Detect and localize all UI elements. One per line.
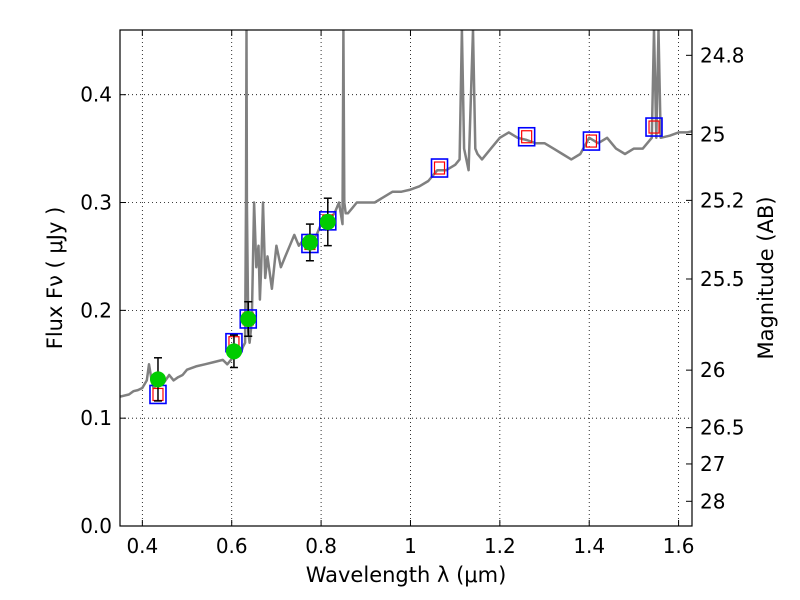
x-tick-label: 0.6 xyxy=(216,534,248,558)
y-tick-label: 0.2 xyxy=(80,298,112,322)
right-tick-label: 28 xyxy=(700,489,725,513)
x-tick-label: 0.4 xyxy=(126,534,158,558)
model-photometry-point xyxy=(645,117,663,137)
x-axis-title: Wavelength λ (μm) xyxy=(306,563,507,587)
right-tick-label: 25.2 xyxy=(700,188,745,212)
right-tick-label: 25 xyxy=(700,123,725,147)
x-tick-label: 1.6 xyxy=(663,534,695,558)
observed-photometry-point xyxy=(240,310,257,327)
observed-photometry-point xyxy=(301,234,318,251)
photometry-layer xyxy=(149,117,663,405)
model-photometry-inner xyxy=(648,120,660,134)
plot-frame xyxy=(119,29,693,527)
model-photometry-point xyxy=(582,131,601,151)
right-tick-label: 24.8 xyxy=(700,43,745,67)
y-tick-label: 0.4 xyxy=(80,83,112,107)
x-tick-label: 0.8 xyxy=(305,534,337,558)
right-tick-label: 26.5 xyxy=(700,416,745,440)
x-tick-label: 1.4 xyxy=(573,534,605,558)
axis-ticks: 0.4 0.6 0.8 1 1.2 1.4 1.6 0.0 0.1 0.2 0.3 0.4 24.8 25… xyxy=(80,30,745,558)
y-axis-title: Flux Fν ( μJy ) xyxy=(43,207,67,350)
right-axis-title: Magnitude (AB) xyxy=(754,196,778,359)
right-tick-label: 25.5 xyxy=(700,267,745,291)
right-tick-label: 27 xyxy=(700,452,725,476)
y-tick-label: 0.3 xyxy=(80,191,112,215)
model-photometry-point xyxy=(430,158,449,178)
right-tick-label: 26 xyxy=(700,358,725,382)
observed-photometry-point xyxy=(149,371,166,388)
x-tick-label: 1.2 xyxy=(484,534,516,558)
x-tick-label: 1 xyxy=(404,534,417,558)
y-tick-label: 0.1 xyxy=(80,406,112,430)
model-photometry-inner xyxy=(521,130,533,144)
model-photometry-inner xyxy=(433,161,446,175)
model-photometry-point xyxy=(517,126,536,147)
y-tick-label: 0.0 xyxy=(80,514,112,538)
observed-photometry-point xyxy=(225,343,242,360)
observed-photometry-point xyxy=(319,213,336,230)
model-photometry-inner xyxy=(585,134,598,148)
plot-area xyxy=(120,30,692,526)
